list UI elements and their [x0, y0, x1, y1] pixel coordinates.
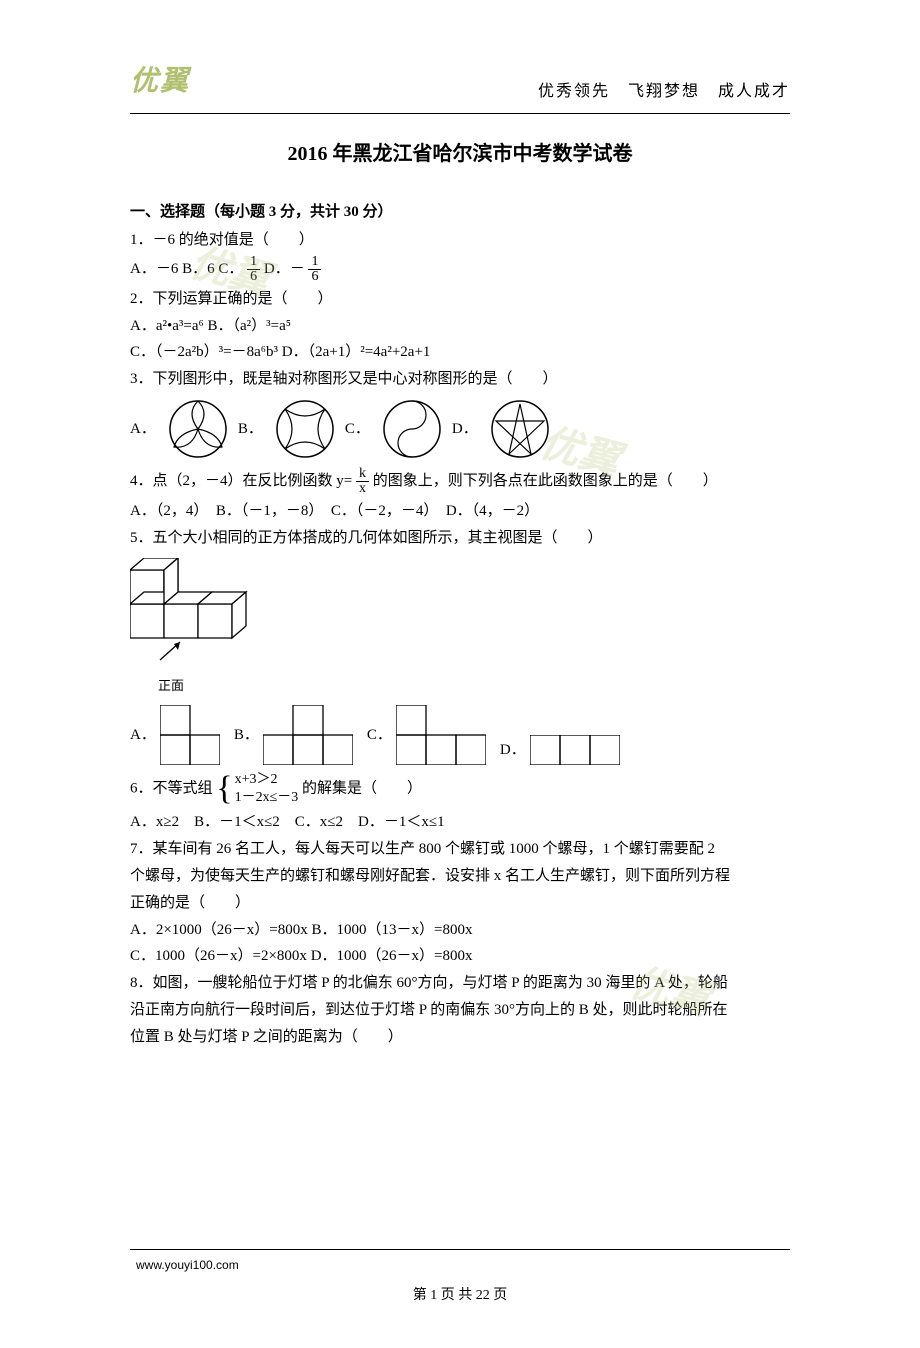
footer-rule [130, 1249, 790, 1250]
q6-brace-group: { x+3＞2 1－2x≤－3 [216, 771, 298, 807]
frac-den: 6 [247, 270, 260, 284]
q7-opt-a: A．2×1000（26－x）=800x [130, 922, 308, 938]
q5-label-a: A． [130, 723, 156, 747]
question-3-shapes: A． B． C． D． [130, 399, 790, 459]
q5-label-d: D． [500, 738, 526, 762]
question-8-line3: 位置 B 处与灯塔 P 之间的距离为（ ） [130, 1025, 790, 1049]
brace-icon: { [216, 772, 232, 806]
q1-opt-d-frac: 1 6 [308, 255, 321, 284]
question-7-line2: 个螺母，为使每天生产的螺钉和螺母刚好配套．设安排 x 名工人生产螺钉，则下面所列… [130, 864, 790, 888]
yinyang-icon [382, 399, 442, 459]
section-heading: 一、选择题（每小题 3 分，共计 30 分） [130, 200, 790, 224]
star-icon [490, 399, 550, 459]
question-6-options: A．x≥2 B．－1＜x≤2 C．x≤2 D．－1＜x≤1 [130, 810, 790, 834]
q1-opt-a: A．－6 [130, 261, 178, 277]
question-4-options: A．（2，4） B．（－1，－8） C．（－2，－4） D．（4，－2） [130, 499, 790, 523]
logo-text: 优翼 [130, 60, 190, 105]
grid-b-icon [263, 705, 353, 765]
question-4-stem: 4．点（2，－4）在反比例函数 y= k x 的图象上，则下列各点在此函数图象上… [130, 467, 790, 496]
q3-label-b: B． [238, 417, 263, 441]
question-8-line2: 沿正南方向航行一段时间后，到达位于灯塔 P 的南偏东 30°方向上的 B 处，则… [130, 998, 790, 1022]
question-8-line1: 8．如图，一艘轮船位于灯塔 P 的北偏东 60°方向，与灯塔 P 的距离为 30… [130, 971, 790, 995]
q1-opt-c-prefix: C． [218, 261, 243, 277]
footer-url: www.youyi100.com [136, 1256, 790, 1275]
question-5-stem: 5．五个大小相同的正方体搭成的几何体如图所示，其主视图是（ ） [130, 526, 790, 550]
grid-a-icon [160, 705, 220, 765]
question-1-options: A．－6 B．6 C． 1 6 D．－ 1 6 [130, 255, 790, 284]
question-5-options: A． B． C． [130, 705, 790, 765]
page-suffix: 页 [490, 1288, 508, 1303]
q5-caption: 正面 [158, 676, 790, 697]
trefoil-icon [168, 399, 228, 459]
footer-page: 第 1 页 共 22 页 [130, 1285, 790, 1307]
q6-eq1: x+3＞2 [235, 771, 299, 789]
question-6-stem: 6．不等式组 { x+3＞2 1－2x≤－3 的解集是（ ） [130, 771, 790, 807]
grid-c-icon [396, 705, 486, 765]
question-7-options-row1: A．2×1000（26－x）=800x B．1000（13－x）=800x [130, 918, 790, 942]
q6-stem-after: 的解集是（ ） [302, 780, 422, 796]
q3-label-d: D． [452, 417, 478, 441]
page-prefix: 第 [413, 1288, 431, 1303]
frac-num: 1 [308, 255, 321, 270]
page-content: 优翼 优翼 优翼 优翼 优秀领先 飞翔梦想 成人成才 2016 年黑龙江省哈尔滨… [130, 60, 790, 1308]
q5-opt-b: B． [234, 705, 353, 765]
question-7-line3: 正确的是（ ） [130, 891, 790, 915]
q1-opt-c-frac: 1 6 [247, 255, 260, 284]
q2-opt-d: D．（2a+1）²=4a²+2a+1 [282, 344, 431, 360]
q7-opt-d: D．1000（26－x）=800x [311, 948, 473, 964]
frac-den: x [356, 482, 369, 496]
question-2-options-row1: A．a²•a³=a⁶ B．（a²）³=a⁵ [130, 314, 790, 338]
q3-label-c: C． [345, 417, 370, 441]
question-5-figure: 正面 [130, 558, 790, 697]
q4-stem-after: 的图象上，则下列各点在此函数图象上的是（ ） [373, 473, 718, 489]
question-2-stem: 2．下列运算正确的是（ ） [130, 287, 790, 311]
q5-opt-d: D． [500, 735, 620, 765]
cube-3d-icon [130, 558, 260, 668]
question-7-options-row2: C．1000（26－x）=2×800x D．1000（26－x）=800x [130, 944, 790, 968]
q7-opt-b: B．1000（13－x）=800x [312, 922, 473, 938]
q1-opt-d-prefix: D．－ [264, 261, 305, 277]
header-slogan: 优秀领先 飞翔梦想 成人成才 [538, 79, 790, 105]
frac-den: 6 [308, 270, 321, 284]
grid-d-icon [530, 735, 620, 765]
q4-stem-before: 4．点（2，－4）在反比例函数 y= [130, 473, 352, 489]
frac-num: 1 [247, 255, 260, 270]
q5-label-c: C． [367, 723, 392, 747]
document-title: 2016 年黑龙江省哈尔滨市中考数学试卷 [130, 138, 790, 170]
q7-opt-c: C．1000（26－x）=2×800x [130, 948, 307, 964]
q3-label-a: A． [130, 417, 156, 441]
q2-opt-a: A．a²•a³=a⁶ [130, 318, 204, 334]
page-total: 22 [476, 1288, 490, 1303]
q4-frac: k x [356, 467, 369, 496]
q2-opt-b: B．（a²）³=a⁵ [208, 318, 292, 334]
frac-num: k [356, 467, 369, 482]
q2-opt-c: C．（－2a²b）³=－8a⁶b³ [130, 344, 278, 360]
q6-eq2: 1－2x≤－3 [235, 789, 299, 807]
page-header: 优翼 优秀领先 飞翔梦想 成人成才 [130, 60, 790, 114]
q6-stem-before: 6．不等式组 [130, 780, 213, 796]
question-1-stem: 1．－6 的绝对值是（ ） [130, 228, 790, 252]
page-footer: www.youyi100.com 第 1 页 共 22 页 [130, 1249, 790, 1308]
q5-label-b: B． [234, 723, 259, 747]
question-2-options-row2: C．（－2a²b）³=－8a⁶b³ D．（2a+1）²=4a²+2a+1 [130, 340, 790, 364]
q1-opt-b: B．6 [182, 261, 215, 277]
question-7-line1: 7．某车间有 26 名工人，每人每天可以生产 800 个螺钉或 1000 个螺母… [130, 837, 790, 861]
q5-opt-a: A． [130, 705, 220, 765]
arcs-square-icon [275, 399, 335, 459]
question-3-stem: 3．下列图形中，既是轴对称图形又是中心对称图形的是（ ） [130, 367, 790, 391]
page-mid: 页 共 [437, 1288, 476, 1303]
q5-opt-c: C． [367, 705, 486, 765]
